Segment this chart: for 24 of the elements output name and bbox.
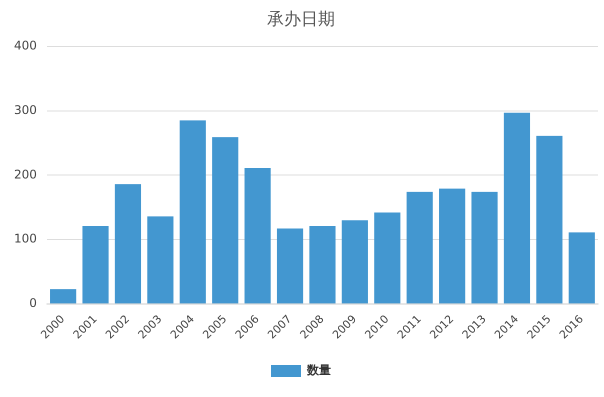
legend-label: 数量 [306,363,331,378]
bar [276,228,304,304]
y-tick-label: 0 [29,296,37,310]
bar [82,226,109,304]
bar [568,232,595,304]
chart-title: 承办日期 [267,10,335,30]
bar [406,192,433,304]
bar [180,120,206,304]
y-tick-label: 100 [14,232,37,246]
bar [471,192,498,304]
y-tick-label: 300 [14,102,37,117]
bar [374,212,400,304]
y-tick-label: 400 [14,38,37,53]
bar [212,137,238,304]
y-tick-label: 200 [14,167,37,182]
bar [439,188,466,304]
bar [342,220,368,304]
bar [309,226,336,304]
bar [536,136,562,304]
bar [50,289,76,304]
bar [147,216,174,304]
bar [244,168,271,304]
bar [504,112,530,304]
bar [114,184,142,304]
